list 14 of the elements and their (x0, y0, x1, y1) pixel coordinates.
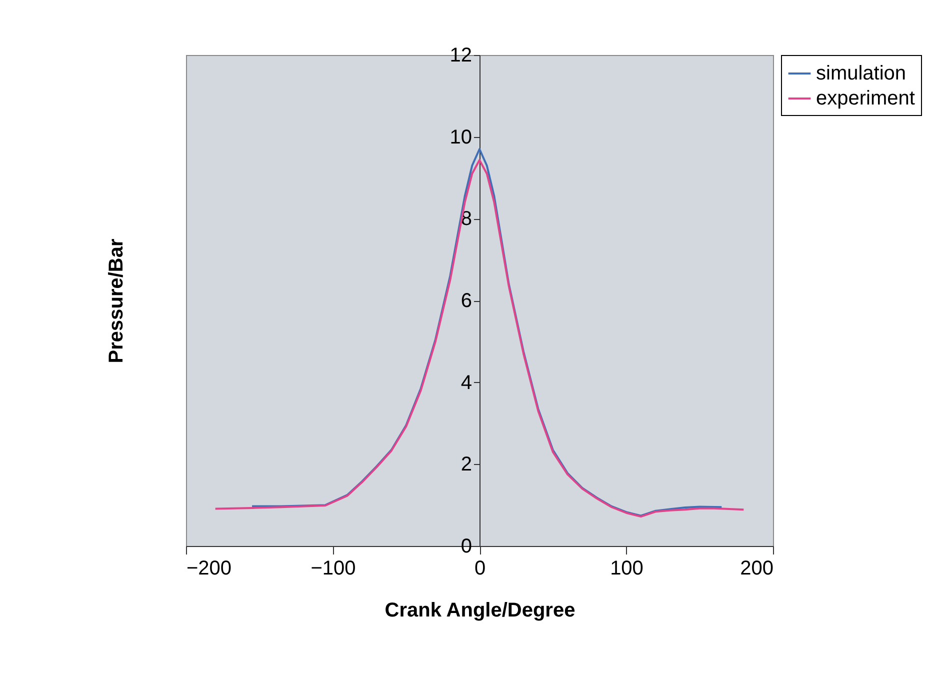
legend-label: simulation (816, 62, 906, 84)
x-tick-label: −100 (310, 558, 356, 580)
y-tick-label: 4 (460, 372, 472, 394)
y-tick-label: 10 (450, 126, 472, 148)
legend-label: experiment (816, 88, 916, 110)
x-tick-label: 100 (610, 558, 644, 580)
x-tick-label: 200 (740, 558, 774, 580)
y-tick-label: 2 (460, 454, 472, 476)
y-tick-label: 6 (460, 290, 472, 312)
x-tick-label: −200 (186, 558, 232, 580)
y-tick-label: 12 (450, 44, 472, 66)
x-axis-title: Crank Angle/Degree (384, 600, 576, 622)
y-axis-title: Pressure/Bar (105, 238, 128, 364)
x-tick-label: 0 (474, 558, 486, 580)
